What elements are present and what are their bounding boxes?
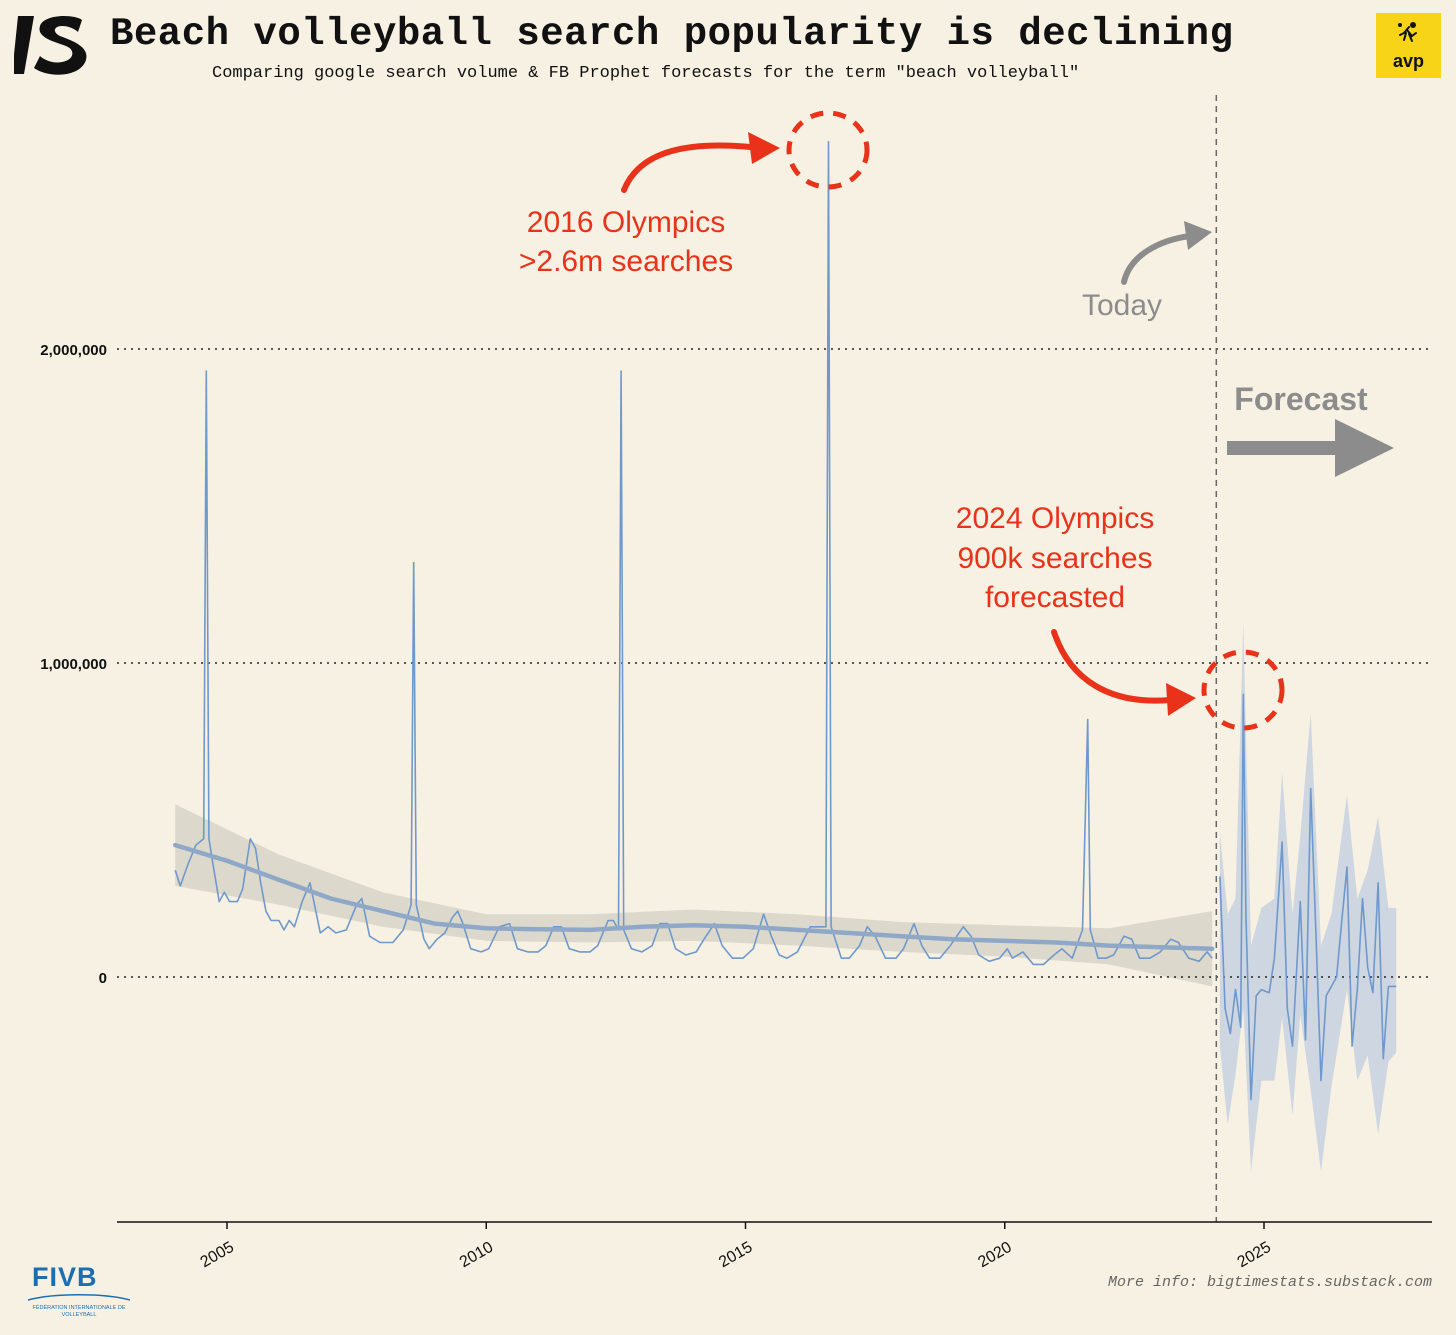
annotation-2016-line1: 2016 Olympics (527, 206, 725, 239)
volleyball-player-icon (1398, 22, 1417, 42)
confidence-bands (175, 622, 1397, 1172)
arrow-2016-head (748, 132, 780, 164)
trend-confidence-band (175, 804, 1213, 987)
arrow-today (1121, 233, 1193, 285)
circle-2016-peak (786, 110, 870, 190)
page-title: Beach volleyball search popularity is de… (110, 12, 1234, 56)
annotation-forecast: Forecast (1234, 381, 1368, 417)
arrow-2024 (1051, 629, 1173, 704)
annotation-today: Today (1082, 289, 1162, 322)
fivb-swoosh-icon (27, 1294, 131, 1301)
fivb-logo-subtext: FÉDÉRATION INTERNATIONALE DE VOLLEYBALL (32, 1305, 126, 1318)
bigtimestats-s-logo-icon (14, 16, 87, 75)
series-trend-line (172, 842, 1215, 951)
y-tick-label: 0 (99, 970, 107, 987)
more-info-text: More info: bigtimestats.substack.com (1107, 1274, 1432, 1291)
page-subtitle: Comparing google search volume & FB Prop… (212, 64, 1080, 83)
x-tick-label: 2025 (1235, 1239, 1274, 1272)
y-tick-label: 1,000,000 (40, 656, 107, 673)
arrow-forecast-head (1335, 419, 1394, 477)
avp-logo-text: avp (1392, 51, 1425, 71)
annotation-2024-line3: forecasted (985, 581, 1125, 614)
annotation-2016-line2: >2.6m searches (519, 245, 733, 278)
circle-2024-peak (1201, 649, 1285, 731)
fivb-logo: FIVB FÉDÉRATION INTERNATIONALE DE VOLLEY… (24, 1262, 134, 1319)
annotation-2024-line2: 900k searches (957, 542, 1152, 575)
gridlines (117, 95, 1432, 1222)
y-tick-label: 2,000,000 (40, 342, 107, 359)
x-tick-label: 2020 (975, 1239, 1014, 1272)
x-tick-label: 2015 (716, 1239, 755, 1272)
avp-logo: avp (1376, 13, 1441, 78)
arrow-today-head (1184, 221, 1212, 250)
x-tick-label: 2005 (198, 1239, 237, 1272)
data-lines (172, 141, 1397, 1101)
axes: 0 1,000,000 2,000,000 2005 2010 2015 2020 2025 (40, 342, 1432, 1271)
x-tick-label: 2010 (457, 1239, 496, 1272)
arrow-forecast-shaft (1227, 441, 1339, 455)
arrow-2024-head (1166, 683, 1196, 716)
series-historical-line (174, 141, 1213, 966)
annotations: 2016 Olympics >2.6m searches Today Forec… (519, 110, 1394, 731)
arrow-2016 (621, 142, 763, 193)
fivb-logo-text: FIVB (32, 1262, 98, 1292)
annotation-2024-line1: 2024 Olympics (956, 502, 1154, 535)
series-forecast-line (1219, 693, 1397, 1101)
